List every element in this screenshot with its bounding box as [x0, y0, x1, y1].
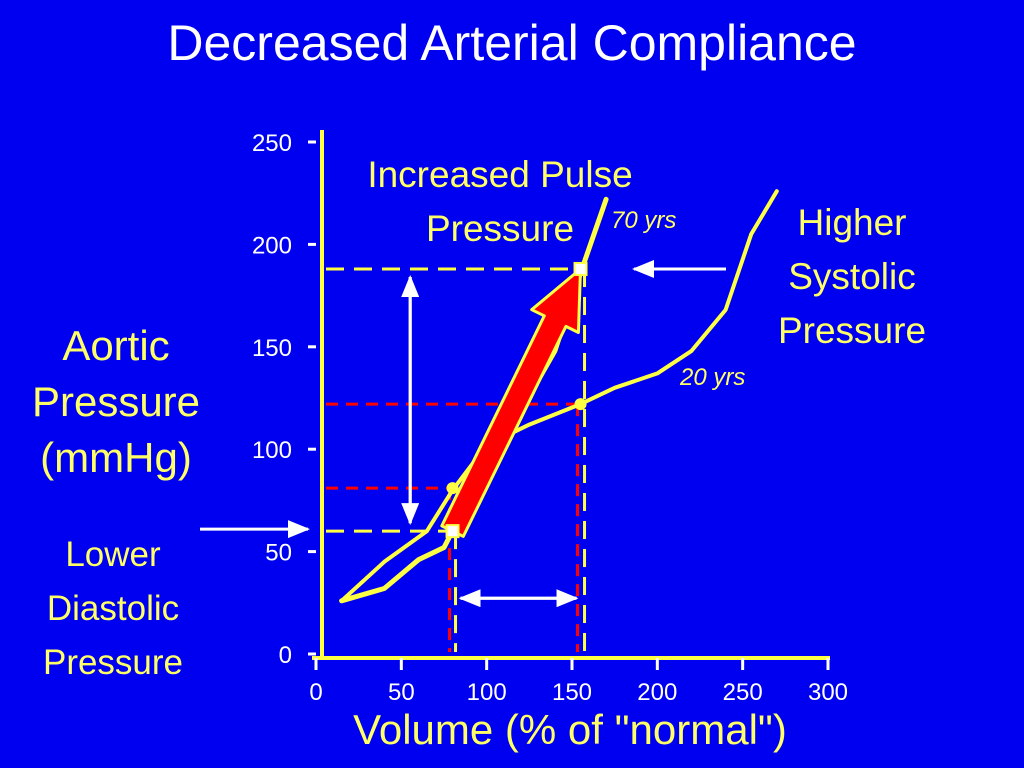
y-tick-label: 0: [279, 642, 292, 669]
data-point-70-yrs: [445, 524, 460, 539]
higher-systolic-line: Pressure: [777, 310, 927, 351]
slide-title: Decreased Arterial Compliance: [167, 15, 857, 71]
y-axis-label: Aortic Pressure (mmHg): [0, 318, 232, 486]
y-tick-label: 100: [252, 437, 292, 464]
lower-diastolic-line: Pressure: [42, 643, 184, 682]
data-point-20-yrs: [446, 482, 459, 495]
x-tick-label: 0: [309, 679, 322, 706]
y-tick-label: 250: [252, 130, 292, 157]
x-tick-label: 250: [723, 679, 763, 706]
x-tick-label: 300: [808, 679, 848, 706]
data-point-70-yrs: [573, 261, 588, 276]
higher-systolic-label: Higher Systolic Pressure: [746, 196, 958, 358]
y-axis-label-line: Aortic: [62, 322, 170, 369]
series-70-yrs-curve: [339, 196, 609, 604]
data-point-20-yrs: [574, 398, 587, 411]
increased-pulse-line: Increased Pulse: [367, 154, 633, 195]
increased-pulse-label: Increased Pulse Pressure: [330, 148, 670, 256]
series-label-20-yrs: 20 yrs: [680, 364, 746, 391]
x-tick-label: 200: [637, 679, 677, 706]
x-axis-title: Volume (% of "normal"): [353, 706, 787, 753]
y-tick-label: 50: [265, 540, 292, 567]
x-tick-label: 150: [552, 679, 592, 706]
x-tick-label: 50: [388, 679, 415, 706]
series-20-yrs-curve: [339, 189, 779, 603]
lower-diastolic-line: Diastolic: [46, 589, 180, 628]
y-axis-label-line: Pressure: [31, 378, 201, 425]
x-tick-label: 100: [467, 679, 507, 706]
series-label-70-yrs: 70 yrs: [611, 207, 677, 234]
higher-systolic-line: Higher: [797, 202, 907, 243]
y-tick-label: 200: [252, 232, 292, 259]
higher-systolic-line: Systolic: [788, 256, 916, 297]
increased-pulse-line: Pressure: [425, 208, 575, 249]
y-tick-label: 150: [252, 335, 292, 362]
pulse-pressure-red-arrow: [440, 267, 582, 538]
y-axis-label-line: (mmHg): [40, 434, 192, 481]
lower-diastolic-label: Lower Diastolic Pressure: [8, 528, 218, 690]
lower-diastolic-line: Lower: [65, 535, 161, 574]
